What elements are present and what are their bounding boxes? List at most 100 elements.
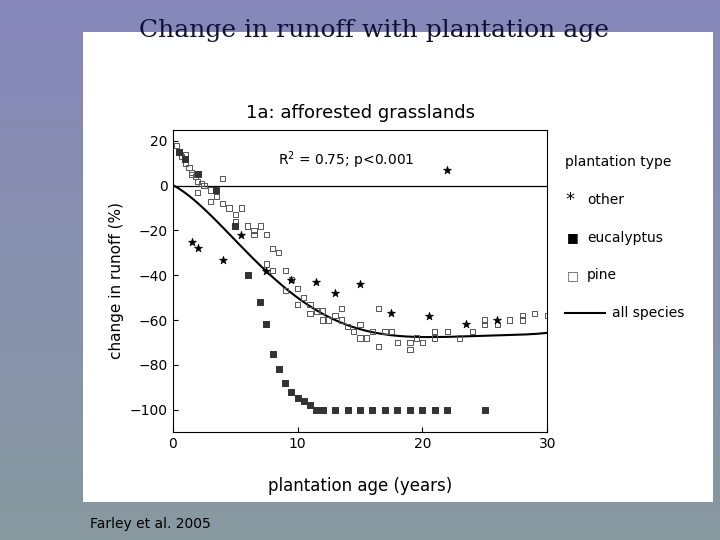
Point [516, 311, 528, 320]
Point [217, 199, 228, 208]
Text: R$^2$ = 0.75; p<0.001: R$^2$ = 0.75; p<0.001 [278, 149, 414, 171]
Point [179, 154, 191, 163]
Point [329, 289, 341, 298]
Point [441, 327, 453, 335]
Point [267, 349, 279, 358]
Point [242, 221, 253, 230]
Point [429, 406, 441, 414]
Text: Farley et al. 2005: Farley et al. 2005 [90, 517, 211, 531]
Point [323, 316, 335, 325]
Point [248, 226, 260, 235]
Point [423, 311, 434, 320]
Point [342, 322, 354, 331]
Point [329, 406, 341, 414]
Point [186, 170, 197, 179]
Point [373, 305, 384, 313]
Point [298, 293, 310, 302]
Point [179, 159, 191, 167]
Point [310, 406, 322, 414]
Point [467, 327, 478, 335]
Point [429, 334, 441, 342]
Point [261, 320, 272, 329]
Point [454, 334, 466, 342]
Text: pine: pine [587, 268, 617, 282]
Point [310, 278, 322, 286]
Point [179, 150, 191, 159]
Point [273, 248, 284, 257]
Point [504, 316, 516, 325]
Point [354, 280, 366, 288]
Point [189, 172, 201, 181]
Point [176, 152, 187, 161]
Point [305, 401, 316, 409]
Point [385, 309, 397, 318]
Point [292, 285, 303, 293]
Text: Change in runoff with plantation age: Change in runoff with plantation age [140, 19, 609, 42]
Point [366, 327, 378, 335]
Point [317, 316, 328, 325]
Point [192, 177, 204, 185]
Point [286, 387, 297, 396]
Point [211, 186, 222, 194]
Point [267, 244, 279, 253]
Point [273, 365, 284, 374]
Point [417, 406, 428, 414]
Point [305, 300, 316, 309]
Point [204, 186, 216, 194]
Point [354, 334, 366, 342]
Point [354, 406, 366, 414]
Point [242, 271, 253, 280]
Point [310, 307, 322, 315]
Point [379, 406, 391, 414]
Point [373, 342, 384, 351]
Point [429, 327, 441, 335]
Point [279, 266, 291, 275]
Point [292, 394, 303, 403]
Point [230, 217, 241, 226]
Point [479, 316, 490, 325]
Point [286, 275, 297, 284]
Point [404, 406, 415, 414]
Point [516, 316, 528, 325]
Point [366, 406, 378, 414]
Point [230, 221, 241, 230]
Point [385, 327, 397, 335]
Text: all species: all species [612, 306, 685, 320]
Point [529, 309, 541, 318]
Point [410, 334, 422, 342]
Point [192, 188, 204, 197]
Point [441, 406, 453, 414]
Point [392, 338, 403, 347]
Point [441, 166, 453, 174]
Point [404, 338, 415, 347]
Point [342, 406, 354, 414]
Point [198, 181, 210, 190]
Point [261, 231, 272, 239]
Point [479, 320, 490, 329]
Point [492, 316, 503, 325]
Point [184, 164, 195, 172]
Point [174, 147, 185, 156]
Text: plantation age (years): plantation age (years) [268, 477, 452, 495]
Point [286, 275, 297, 284]
Point [298, 396, 310, 405]
Text: ■: ■ [567, 231, 579, 244]
Point [186, 237, 197, 246]
Point [204, 197, 216, 206]
Point [192, 170, 204, 179]
Point [361, 334, 372, 342]
Point [492, 320, 503, 329]
Point [192, 244, 204, 253]
Point [196, 179, 207, 188]
Point [354, 320, 366, 329]
Point [235, 204, 247, 212]
Point [235, 231, 247, 239]
Y-axis label: change in runoff (%): change in runoff (%) [109, 202, 125, 359]
Point [460, 320, 472, 329]
Point [279, 287, 291, 295]
Point [417, 338, 428, 347]
Point [267, 266, 279, 275]
Point [329, 311, 341, 320]
Text: □: □ [567, 269, 579, 282]
Point [404, 345, 415, 354]
